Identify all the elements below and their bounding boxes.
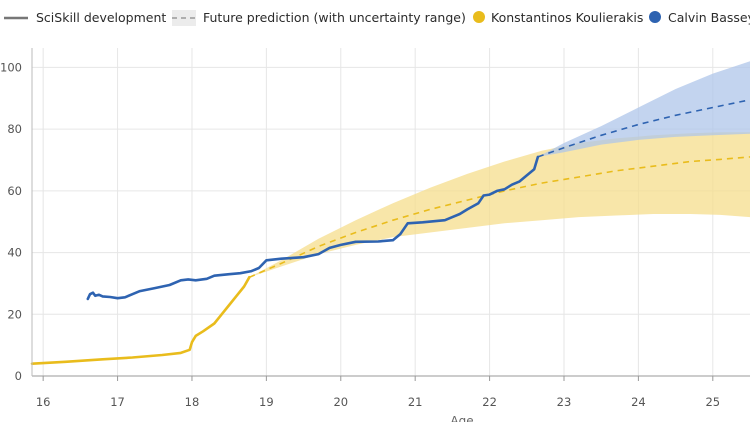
x-tick-label-16: 16 [36,395,51,409]
konstantinos-uncertainty-band [249,132,750,278]
x-tick-label-17: 17 [110,395,125,409]
x-tick-label-19: 19 [259,395,274,409]
y-tick-label-0: 0 [15,369,22,383]
axes: 0 20 40 60 80 100 16 17 18 19 20 21 22 23 24 25 Age [0,48,750,422]
y-tick-label-20: 20 [7,307,22,321]
y-tick-label-100: 100 [0,60,22,74]
legend-calvin-label: Calvin Bassey [668,10,750,25]
y-tick-label-60: 60 [7,184,22,198]
x-tick-label-25: 25 [705,395,720,409]
legend-konstantinos-dot [473,11,485,23]
x-tick-label-24: 24 [631,395,646,409]
x-tick-label-22: 22 [482,395,497,409]
x-tick-label-21: 21 [408,395,423,409]
legend-prediction-label: Future prediction (with uncertainty rang… [203,10,466,25]
calvin-uncertainty-band [537,61,750,157]
konstantinos-development-line [30,276,251,365]
y-tick-label-40: 40 [7,246,22,260]
legend-konstantinos-label: Konstantinos Koulierakis [491,10,643,25]
y-tick-label-80: 80 [7,122,22,136]
x-tick-label-18: 18 [185,395,200,409]
series-lines [30,99,750,365]
konstantinos-prediction-line [248,156,750,279]
legend: SciSkill development Future prediction (… [4,10,750,26]
x-axis-label: Age [450,414,473,422]
x-tick-label-20: 20 [333,395,348,409]
x-tick-label-23: 23 [557,395,572,409]
legend-development-label: SciSkill development [36,10,166,25]
legend-calvin-dot [649,11,661,23]
uncertainty-bands [249,61,750,278]
calvin-development-line [86,155,540,301]
calvin-prediction-line [537,99,750,158]
